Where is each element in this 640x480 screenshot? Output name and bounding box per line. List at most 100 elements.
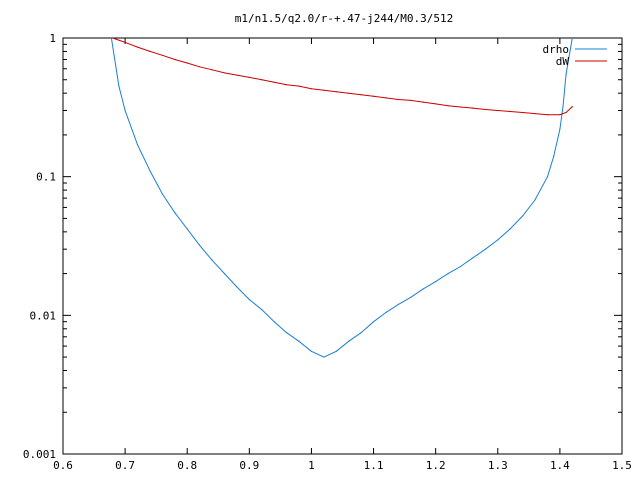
plot-frame [62, 37, 623, 455]
data-point [112, 38, 114, 39]
data-point [199, 244, 201, 246]
data-point [497, 109, 499, 112]
data-point [310, 350, 313, 352]
data-point [459, 265, 462, 268]
data-point [211, 69, 213, 71]
y-tick-label: 0.1 [36, 171, 56, 184]
data-point [124, 109, 126, 112]
x-tick-label: 1.3 [488, 459, 508, 472]
data-point [410, 99, 412, 101]
data-point [397, 98, 399, 101]
data-point [397, 303, 399, 305]
data-point [186, 228, 188, 230]
data-point [546, 176, 549, 178]
data-point [186, 62, 188, 64]
series-drho [110, 38, 573, 358]
data-point [509, 110, 511, 113]
x-tick-label: 1.1 [364, 459, 384, 472]
data-point [559, 114, 561, 116]
y-axis: 0.001 0.01 0.1 1 [23, 32, 622, 461]
data-point [136, 46, 139, 48]
data-point [565, 73, 567, 75]
series-line [110, 38, 573, 358]
data-point [223, 72, 226, 74]
data-point [310, 88, 313, 90]
data-point [385, 311, 387, 313]
data-point [261, 79, 263, 81]
data-point [149, 50, 151, 53]
data-point [559, 128, 561, 130]
data-point [149, 170, 151, 172]
data-point [174, 212, 176, 214]
data-point [472, 107, 474, 109]
data-point [348, 340, 350, 342]
data-point [562, 106, 564, 108]
data-point [372, 95, 375, 97]
legend-label: dW [556, 55, 570, 68]
y-tick-label: 0.001 [23, 448, 56, 461]
data-point [248, 298, 250, 301]
data-point [522, 215, 524, 217]
data-point [565, 111, 567, 114]
data-point [335, 350, 337, 352]
data-point [211, 259, 213, 261]
data-point [472, 257, 474, 259]
series-dW [112, 38, 573, 116]
data-point [236, 286, 238, 288]
data-point [118, 85, 120, 87]
x-axis: 0.6 0.7 0.8 0.9 1 1.1 1.2 1.3 1.4 1.5 [53, 38, 632, 472]
data-point [286, 84, 288, 86]
data-point [273, 321, 275, 323]
series-line [112, 38, 573, 116]
data-point [422, 101, 424, 103]
data-point [385, 97, 387, 99]
data-point [435, 281, 437, 283]
data-point [534, 112, 536, 115]
data-point [136, 144, 139, 146]
data-point [522, 111, 524, 114]
data-point [348, 92, 350, 94]
data-point [435, 103, 437, 105]
x-tick-label: 1.4 [550, 459, 570, 472]
data-point [199, 66, 201, 68]
x-tick-label: 0.7 [115, 459, 135, 472]
x-tick-label: 0.8 [177, 459, 197, 472]
data-point [174, 58, 176, 61]
data-point [571, 38, 573, 39]
x-tick-label: 1 [308, 459, 315, 472]
data-point [248, 76, 250, 78]
data-point [323, 89, 325, 91]
data-point [323, 356, 325, 358]
y-tick-label: 1 [49, 32, 56, 45]
data-point [422, 288, 424, 290]
legend-label: drho [543, 43, 570, 56]
data-point [459, 106, 462, 108]
x-tick-label: 1.5 [612, 459, 632, 472]
data-point [497, 239, 499, 241]
data-point [360, 94, 362, 96]
data-point [161, 193, 163, 195]
data-point [124, 41, 126, 43]
x-tick-label: 0.9 [239, 459, 259, 472]
data-point [447, 105, 449, 107]
data-point [335, 91, 337, 93]
data-point [534, 199, 536, 201]
data-point [261, 308, 263, 311]
data-point [546, 114, 549, 116]
data-point [553, 155, 555, 158]
series-layer [110, 38, 573, 358]
data-point [273, 81, 275, 83]
data-point [161, 54, 163, 56]
data-point [360, 332, 362, 334]
x-tick-label: 1.2 [426, 459, 446, 472]
data-point [484, 248, 486, 250]
data-point [286, 332, 288, 334]
data-point [298, 340, 300, 342]
data-point [447, 272, 449, 275]
y-tick-label: 0.01 [30, 309, 57, 322]
data-point [484, 108, 486, 111]
data-point [298, 85, 300, 87]
data-point [372, 321, 375, 323]
